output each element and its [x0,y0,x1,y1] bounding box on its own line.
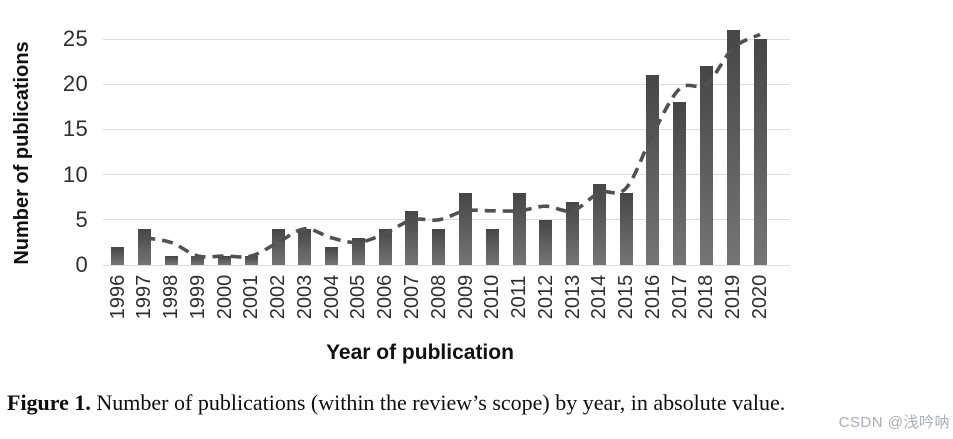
y-tick-label-15: 15 [62,116,88,142]
x-tick-label-1998: 1998 [160,274,183,320]
x-tick-label-2008: 2008 [427,274,450,320]
x-tick-label-2004: 2004 [320,274,343,320]
x-tick-label-2009: 2009 [454,274,477,320]
plot-area: 0 5 10 15 20 25 1996 1997 1998 1999 2000 2001 2002 20… [62,26,790,320]
x-tick-label-2000: 2000 [213,274,236,320]
bar-2017 [673,102,687,265]
bar-1999 [191,255,205,265]
x-tick-label-2003: 2003 [293,274,316,320]
x-tick-label-2014: 2014 [588,274,611,320]
x-tick-label-1996: 1996 [106,274,129,320]
x-tick-label-2016: 2016 [641,274,664,320]
x-tick-label-1997: 1997 [133,274,156,320]
bar-2016 [646,75,660,265]
x-tick-label-1999: 1999 [186,274,209,320]
x-tick-label-2005: 2005 [347,274,370,320]
x-tick-label-2012: 2012 [534,274,557,320]
publications-bar-chart: Number of publications 0 5 10 15 20 25 1996 199… [11,26,790,364]
bar-2018 [699,66,713,265]
figure-caption: Figure 1. Number of publications (within… [7,389,951,417]
y-tick-label-10: 10 [62,161,88,187]
caption-text: Number of publications (within the revie… [90,390,786,415]
gridline-10 [103,174,790,176]
y-tick-label-25: 25 [62,26,88,51]
bar-1996 [111,246,124,265]
bar-2001 [244,255,258,265]
bar-2020 [753,39,767,265]
x-tick-label-2019: 2019 [722,274,745,320]
x-tick-label-2007: 2007 [400,274,423,320]
gridline-20 [103,83,790,85]
gridline-25 [103,38,790,40]
bar-1998 [164,255,178,265]
watermark: CSDN @浅吟呐 [838,414,950,431]
x-tick-label-2018: 2018 [695,274,718,320]
gridline-0 [103,264,790,266]
gridline-5 [103,219,790,221]
x-tick-label-2002: 2002 [267,274,290,320]
x-tick-label-2006: 2006 [374,274,397,320]
x-tick-label-2020: 2020 [749,274,771,320]
y-tick-label-5: 5 [75,206,88,232]
bar-2019 [726,29,740,265]
y-tick-label-0: 0 [75,252,88,277]
x-tick-label-2011: 2011 [508,275,531,319]
bar-2000 [218,255,232,265]
y-tick-label-20: 20 [62,71,88,97]
x-tick-label-2010: 2010 [481,274,504,320]
x-tick-label-2013: 2013 [561,274,584,320]
x-tick-label-2017: 2017 [668,274,691,320]
x-axis-title: Year of publication [326,341,514,364]
x-tick-label-2015: 2015 [615,274,638,320]
x-tick-label-2001: 2001 [240,274,263,320]
caption-label: Figure 1. [7,390,91,415]
gridline-15 [103,128,790,130]
